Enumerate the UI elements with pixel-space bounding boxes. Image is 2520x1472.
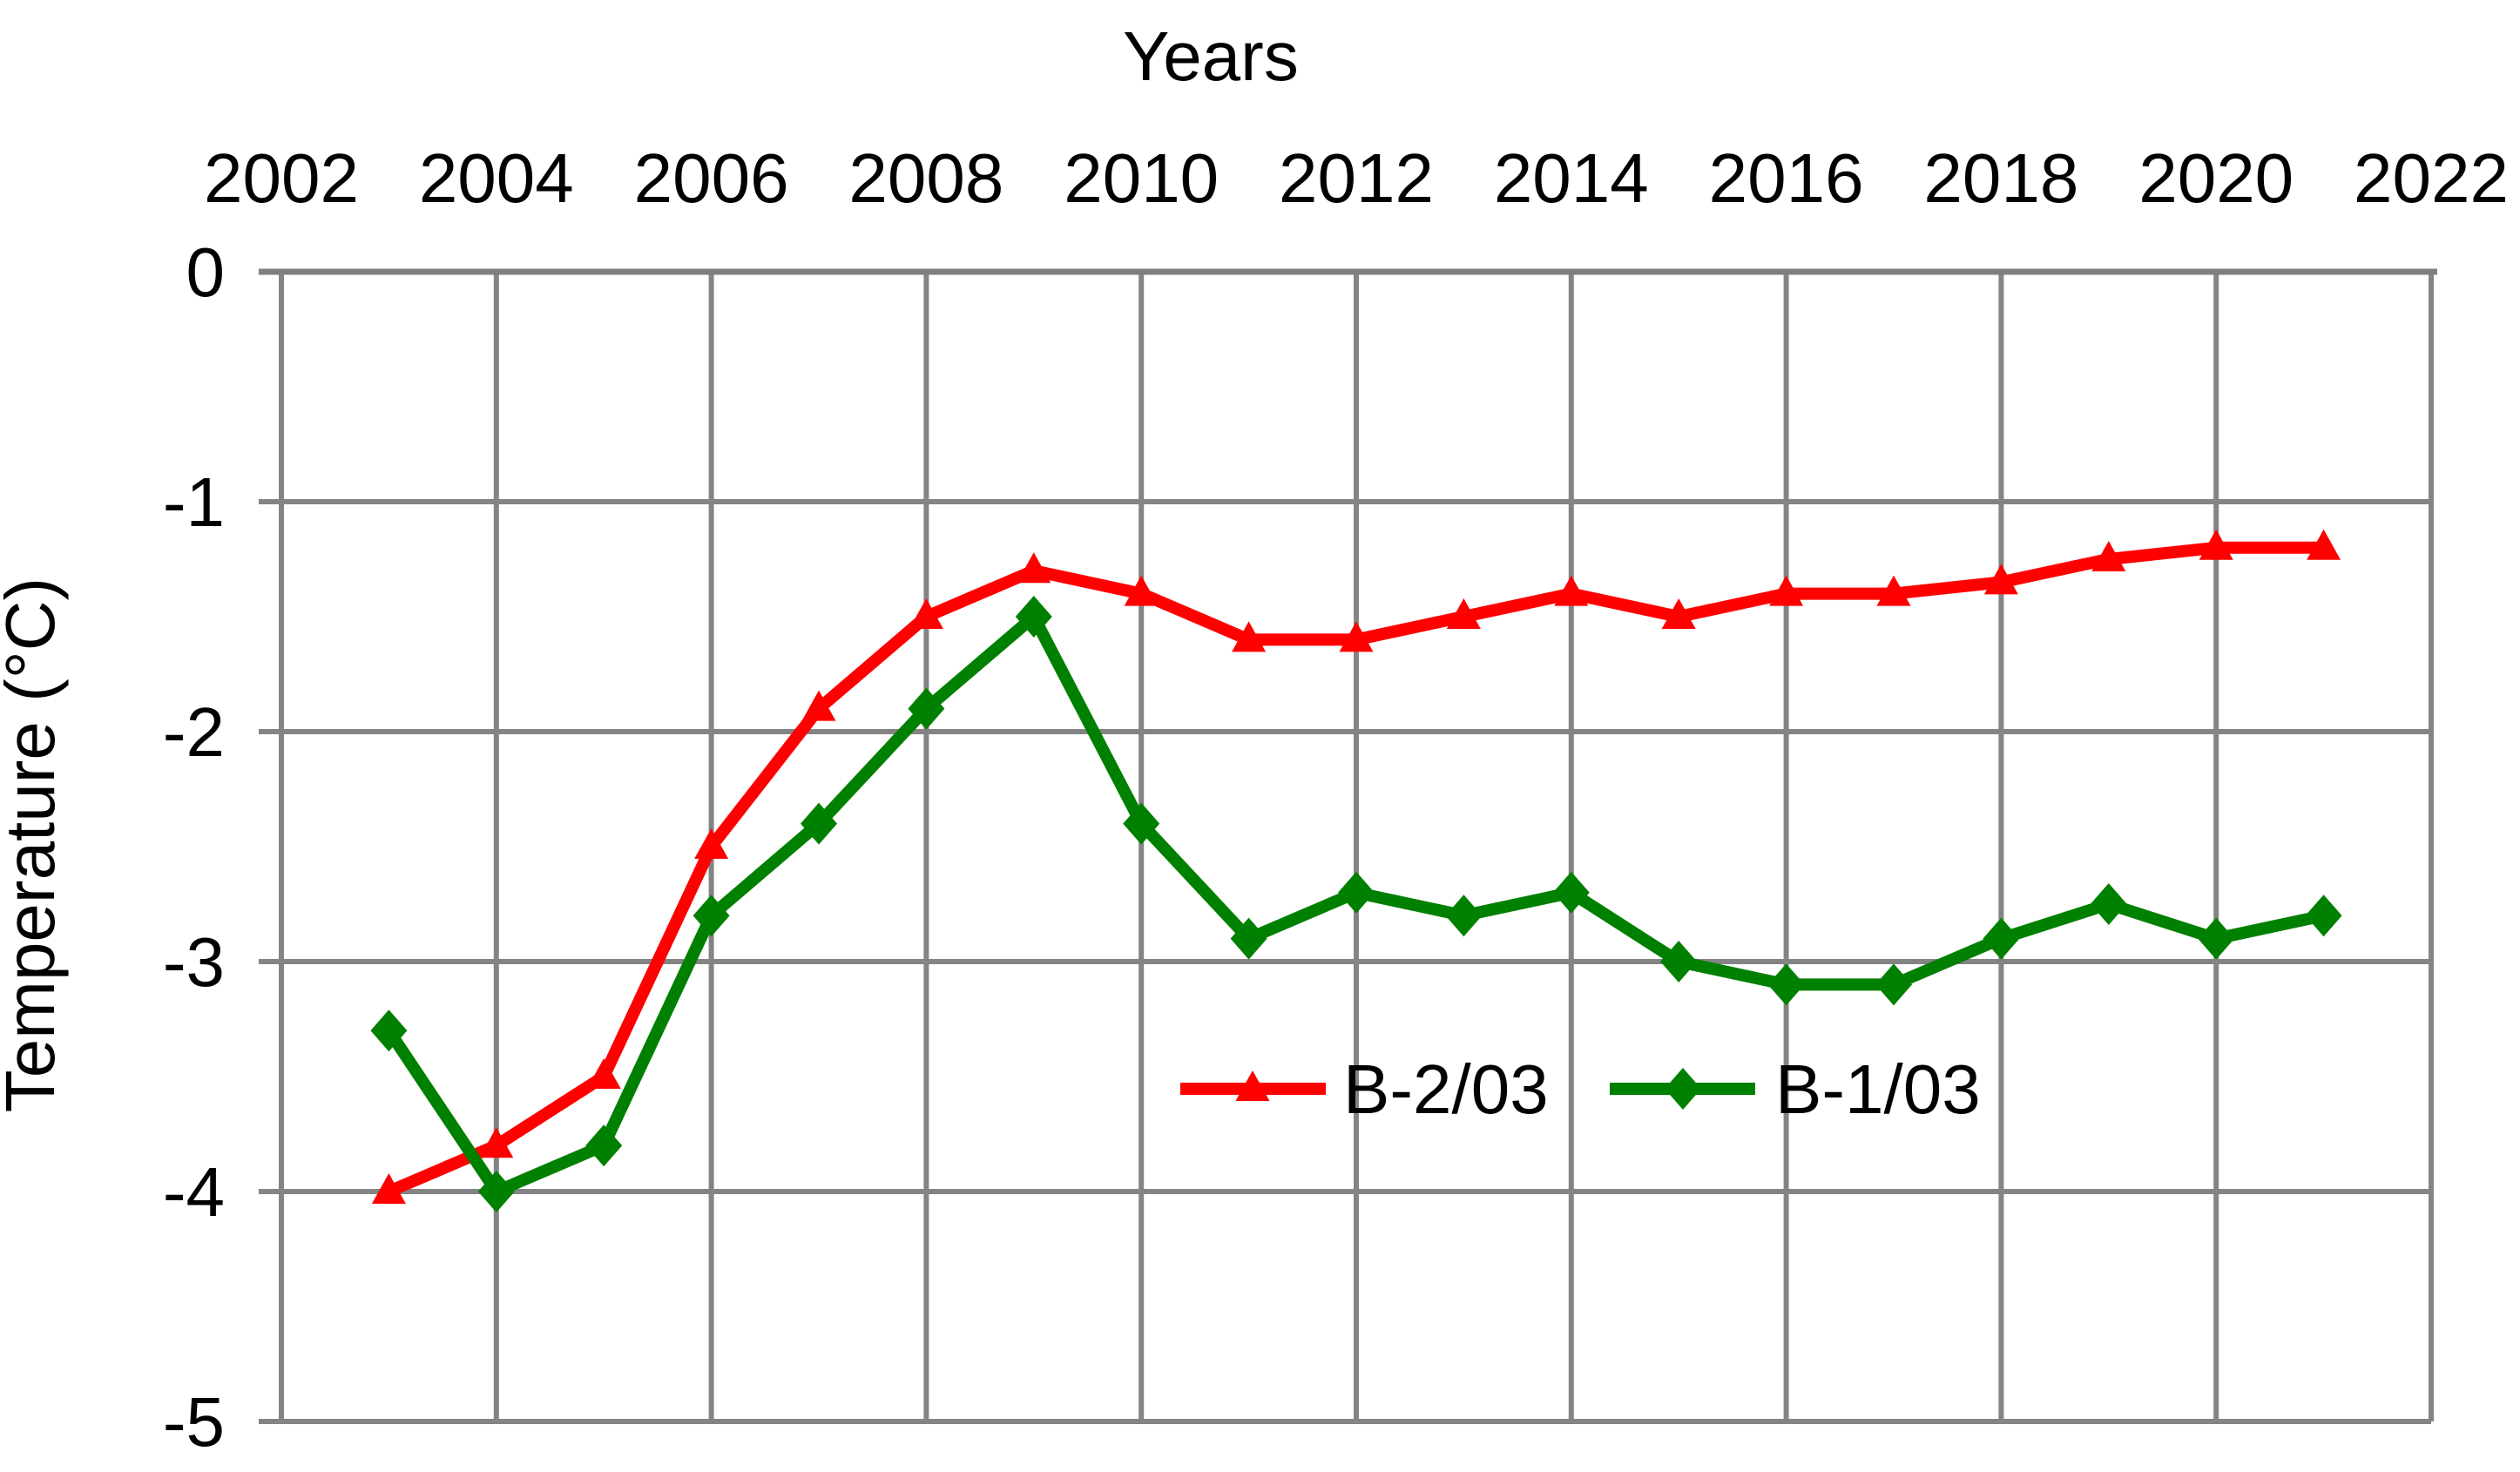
series-b-1-03: [370, 596, 2342, 1212]
x-tick-labels: 2002 2004 2006 2008 2010 2012 2014 2016 2018 2020…: [204, 139, 2509, 217]
data-point-marker: [1124, 575, 1159, 606]
legend-item-b-1-03: B-1/03: [1610, 1050, 1981, 1128]
y-tick-label: -1: [163, 463, 225, 541]
x-tick-label: 2002: [204, 139, 359, 217]
y-tick-label: -2: [163, 693, 225, 771]
x-axis-title: Years: [1123, 17, 1299, 95]
data-point-marker: [1983, 564, 2018, 595]
legend-label: B-2/03: [1343, 1050, 1549, 1128]
x-tick-label: 2016: [1709, 139, 1864, 217]
data-point-marker: [1876, 575, 1911, 606]
legend-swatch-marker: [1235, 1070, 1270, 1101]
data-point-marker: [2199, 529, 2233, 560]
data-point-marker: [1015, 596, 1052, 638]
data-point-marker: [2305, 895, 2342, 937]
data-point-marker: [801, 690, 836, 721]
legend-swatch-marker: [1665, 1068, 1701, 1110]
data-point-marker: [2091, 541, 2126, 571]
data-point-marker: [1446, 598, 1481, 629]
x-tick-label: 2012: [1279, 139, 1434, 217]
data-point-marker: [801, 802, 837, 845]
data-point-marker: [1769, 575, 1804, 606]
x-tick-label: 2010: [1064, 139, 1219, 217]
x-tick-label: 2014: [1494, 139, 1649, 217]
data-point-marker: [1230, 917, 1267, 960]
data-point-marker: [2198, 917, 2235, 960]
series-b-2-03: [371, 529, 2341, 1204]
data-point-marker: [1338, 871, 1375, 914]
data-point-marker: [1875, 963, 1912, 1006]
data-point-marker: [692, 895, 730, 937]
data-point-marker: [586, 1058, 621, 1089]
data-point-marker: [479, 1127, 514, 1158]
data-point-marker: [1123, 802, 1160, 845]
x-tick-label: 2022: [2354, 139, 2509, 217]
data-point-marker: [908, 687, 945, 730]
legend-label: B-1/03: [1775, 1050, 1981, 1128]
data-point-marker: [909, 598, 943, 629]
data-point-marker: [1660, 941, 1698, 982]
x-tick-label: 2006: [634, 139, 789, 217]
data-point-marker: [1339, 621, 1374, 652]
data-point-marker: [1983, 917, 2020, 960]
y-tick-label: -5: [163, 1383, 225, 1461]
legend: B-2/03 B-1/03: [1180, 1050, 1981, 1128]
data-point-marker: [1445, 895, 1483, 937]
y-tick-labels: 0 -1 -2 -3 -4 -5: [163, 233, 225, 1461]
x-tick-label: 2004: [419, 139, 574, 217]
x-tick-label: 2020: [2138, 139, 2294, 217]
data-point-marker: [1232, 621, 1267, 652]
data-point-marker: [371, 1173, 406, 1204]
data-point-marker: [2090, 883, 2127, 925]
data-point-marker: [1767, 963, 1805, 1006]
data-point-marker: [2307, 529, 2341, 560]
data-point-marker: [477, 1171, 515, 1212]
data-series: [370, 529, 2342, 1212]
data-point-marker: [585, 1124, 623, 1167]
y-axis-title: Temperature (°C): [0, 577, 69, 1112]
legend-item-b-2-03: B-2/03: [1180, 1050, 1549, 1128]
data-point-marker: [1554, 575, 1589, 606]
x-tick-label: 2018: [1923, 139, 2078, 217]
data-point-marker: [1017, 552, 1051, 584]
data-point-marker: [694, 828, 729, 859]
y-tick-label: -3: [163, 923, 225, 1001]
data-point-marker: [1552, 871, 1590, 914]
data-point-marker: [370, 1009, 408, 1052]
y-tick-label: -4: [163, 1153, 225, 1231]
x-tick-label: 2008: [848, 139, 1003, 217]
y-tick-label: 0: [186, 233, 226, 311]
gridlines: [259, 272, 2434, 1424]
data-point-marker: [1661, 598, 1696, 629]
